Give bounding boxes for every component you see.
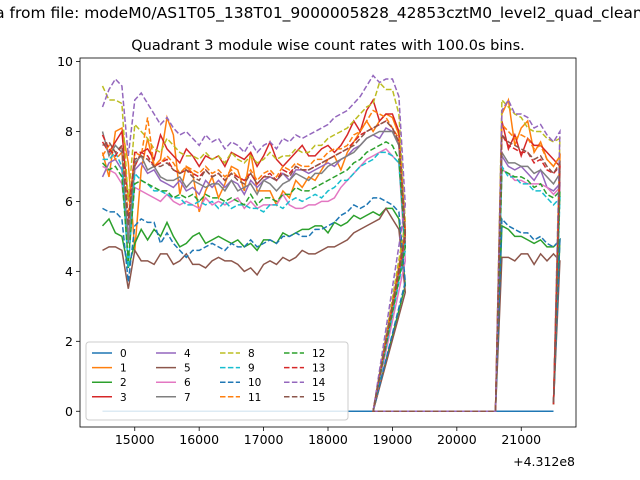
legend-label-7: 7: [184, 392, 191, 404]
legend-label-14: 14: [312, 377, 326, 389]
series-line-10: [102, 197, 561, 413]
x-tick-label: 18000: [308, 432, 348, 447]
figure-suptitle: Data from file: modeM0/AS1T05_138T01_900…: [0, 4, 640, 22]
x-offset-label: +4.312e8: [513, 454, 575, 469]
x-tick-label: 19000: [373, 432, 413, 447]
legend-box: [85, 341, 349, 421]
legend-label-1: 1: [120, 363, 127, 375]
series-line-12: [101, 141, 561, 413]
legend-label-9: 9: [248, 363, 255, 375]
axes-layer: 15000 16000 17000 18000 19000 20000 21000 0 2 4 6 8…: [57, 54, 577, 447]
legend-label-12: 12: [312, 348, 325, 360]
legend-label-8: 8: [248, 348, 255, 360]
legend-label-15: 15: [312, 392, 325, 404]
y-tick-label: 0: [65, 404, 73, 419]
legend-label-6: 6: [184, 377, 191, 389]
legend-label-3: 3: [120, 392, 127, 404]
legend-label-2: 2: [120, 377, 127, 389]
series-line-14: [101, 74, 561, 413]
y-tick-label: 8: [65, 124, 73, 139]
legend-label-5: 5: [184, 363, 191, 375]
legend-label-11: 11: [248, 392, 261, 404]
x-tick-label: 15000: [115, 432, 155, 447]
series-line-9: [102, 151, 561, 413]
y-tick-label: 2: [65, 334, 73, 349]
series-line-5: [102, 206, 561, 413]
y-tick-label: 10: [57, 54, 73, 69]
legend-label-4: 4: [184, 348, 191, 360]
x-tick-label: 20000: [437, 432, 477, 447]
y-tick-label: 4: [65, 264, 73, 279]
legend-label-0: 0: [120, 348, 127, 360]
legend-label-13: 13: [312, 363, 325, 375]
series-line-15: [102, 120, 561, 413]
y-tick-label: 6: [65, 194, 73, 209]
x-tick-label: 21000: [501, 432, 541, 447]
x-tick-label: 17000: [244, 432, 284, 447]
chart-title: Quadrant 3 module wise count rates with …: [131, 38, 525, 54]
x-tick-label: 16000: [179, 432, 219, 447]
legend-label-10: 10: [248, 377, 261, 389]
